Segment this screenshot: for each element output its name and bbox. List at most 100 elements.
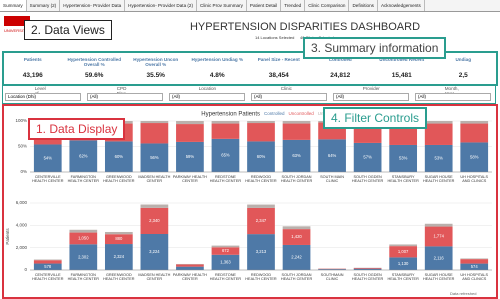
tab[interactable]: Clinic Comparison bbox=[305, 0, 350, 11]
data-label: 62% bbox=[79, 153, 88, 158]
tab[interactable]: Trended bbox=[281, 0, 306, 11]
bar-segment bbox=[389, 246, 418, 258]
x-tick-label: STANSBURY HEALTH CENTER bbox=[387, 273, 419, 282]
annotation: 3. Summary information bbox=[303, 37, 447, 59]
tab[interactable]: Definitions bbox=[349, 0, 378, 11]
bar-segment bbox=[69, 232, 98, 245]
bar-segment bbox=[104, 141, 133, 172]
bar-segment bbox=[69, 140, 98, 172]
tab[interactable]: Summary bbox=[0, 0, 27, 11]
data-label: 1,774 bbox=[433, 234, 444, 239]
bar-segment bbox=[140, 207, 169, 234]
bar-segment bbox=[247, 123, 275, 142]
summary-header: Hypertension Controlled Overall % bbox=[67, 57, 122, 67]
bar-segment bbox=[211, 247, 240, 255]
x-tick-label: SOUTH JORDAN HEALTH CENTER bbox=[280, 175, 313, 184]
filter-dropdown[interactable]: (All) bbox=[169, 93, 245, 101]
filter-label: Provider bbox=[362, 86, 380, 91]
x-tick-label: SUGAR HOUSE HEALTH CENTER bbox=[423, 273, 455, 282]
y-tick-label: 2,000 bbox=[16, 245, 28, 250]
x-tick-label: SUGAR HOUSE HEALTH CENTER bbox=[423, 175, 455, 184]
bar-segment bbox=[176, 264, 204, 267]
tab[interactable]: Hypertension- Provider Data bbox=[60, 0, 126, 11]
summary-header: Undiag bbox=[455, 57, 472, 62]
data-label: 2,242 bbox=[291, 255, 302, 260]
bar-segment bbox=[389, 144, 418, 172]
tab[interactable]: Acknowledgements bbox=[378, 0, 425, 11]
summary-value: 35.5% bbox=[146, 72, 165, 79]
x-tick-label: SOUTH JORDAN HEALTH CENTER bbox=[280, 273, 313, 282]
x-tick-label: MADSEN HEALTH CENTER bbox=[138, 175, 171, 184]
bar-segment bbox=[104, 231, 133, 235]
bar-segment bbox=[353, 267, 382, 269]
bar-segment bbox=[282, 226, 311, 230]
bar-segment bbox=[176, 141, 204, 172]
annotation: 4. Filter Controls bbox=[323, 107, 428, 129]
x-tick-label: PARKWAY HEALTH CENTER bbox=[172, 273, 207, 282]
bar-segment bbox=[104, 234, 133, 245]
data-label: 3,224 bbox=[149, 249, 160, 254]
bar-segment bbox=[211, 123, 240, 139]
summary-header: Patients bbox=[23, 57, 42, 62]
y-tick-label: 100% bbox=[15, 118, 27, 123]
bar-segment bbox=[140, 233, 169, 270]
x-tick-label: REDSTONE HEALTH CENTER bbox=[209, 273, 242, 282]
x-tick-label: FARMINGTON HEALTH CENTER bbox=[67, 273, 99, 282]
bar-segment bbox=[247, 204, 275, 208]
y-tick-label: 0 bbox=[24, 267, 27, 272]
dashboard-title: HYPERTENSION DISPARITIES DASHBOARD bbox=[189, 21, 421, 33]
summary-value: 2,5 bbox=[458, 72, 468, 79]
filter-dropdown[interactable]: Location (Dhi) bbox=[5, 93, 81, 101]
filter-dropdown[interactable]: (All) bbox=[251, 93, 327, 101]
y-tick-label: 50% bbox=[18, 144, 27, 149]
x-tick-label: STANSBURY HEALTH CENTER bbox=[387, 175, 419, 184]
filter-dropdown[interactable]: (All) bbox=[87, 93, 163, 101]
y-tick-label: 6,000 bbox=[16, 200, 28, 205]
x-tick-label: REDWOOD HEALTH CENTER bbox=[245, 175, 277, 184]
x-tick-label: REDSTONE HEALTH CENTER bbox=[209, 175, 242, 184]
data-label: 2,347 bbox=[256, 218, 267, 223]
tab[interactable]: Summary (2) bbox=[27, 0, 61, 11]
bar-segment bbox=[282, 121, 311, 124]
tab[interactable]: Hypertension- Provider Data (2) bbox=[125, 0, 198, 11]
summary-header: Hypertension Uncon Overall % bbox=[133, 57, 179, 67]
bar-segment bbox=[33, 144, 62, 172]
summary-header: Uncontrolled Recent bbox=[379, 57, 425, 62]
data-label: 578 bbox=[44, 264, 52, 269]
x-tick-label: CENTERVILLE HEALTH CENTER bbox=[32, 175, 64, 184]
bar-segment bbox=[424, 226, 453, 247]
bar-segment bbox=[282, 139, 311, 172]
x-tick-label: REDWOOD HEALTH CENTER bbox=[245, 273, 277, 282]
x-tick-label: GREENWOOD HEALTH CENTER bbox=[103, 273, 135, 282]
bar-segment bbox=[140, 123, 169, 144]
filter-dropdown[interactable]: (All) bbox=[415, 93, 491, 101]
bar-segment bbox=[69, 244, 98, 270]
data-label: 63% bbox=[292, 153, 301, 158]
summary-header: Controlled bbox=[328, 57, 352, 62]
tab[interactable]: Patient Detail bbox=[247, 0, 282, 11]
x-tick-label: UH HOSPITALS AND CLINICS bbox=[460, 273, 488, 282]
data-label: 59% bbox=[186, 154, 195, 159]
data-label: 1,130 bbox=[398, 261, 409, 266]
data-label: 64% bbox=[328, 153, 337, 158]
bar-segment bbox=[389, 244, 418, 247]
bar-segment bbox=[247, 207, 275, 235]
x-tick-label: UH HOSPITALS AND CLINICS bbox=[460, 175, 488, 184]
tab[interactable]: Clinic Prov Summary bbox=[197, 0, 247, 11]
data-label: 60% bbox=[115, 154, 124, 159]
bar-segment bbox=[176, 121, 204, 125]
chart-title: Hypertension Patients bbox=[201, 112, 260, 118]
filter-dropdown[interactable]: (All) bbox=[333, 93, 409, 101]
bar-segment bbox=[247, 141, 275, 172]
data-label: 1,050 bbox=[78, 236, 89, 241]
bar-segment bbox=[211, 121, 240, 124]
x-tick-label: SOUTH MAIN CLINIC bbox=[320, 175, 344, 184]
bar-segment bbox=[460, 259, 489, 264]
legend-entry: Uncontrolled bbox=[289, 111, 315, 116]
x-tick-label: MADSEN HEALTH CENTER bbox=[138, 273, 171, 282]
bar-segment bbox=[69, 229, 98, 233]
data-label: 1,363 bbox=[220, 259, 231, 264]
bar-segment bbox=[282, 244, 311, 270]
y-tick-label: 4,000 bbox=[16, 223, 28, 228]
